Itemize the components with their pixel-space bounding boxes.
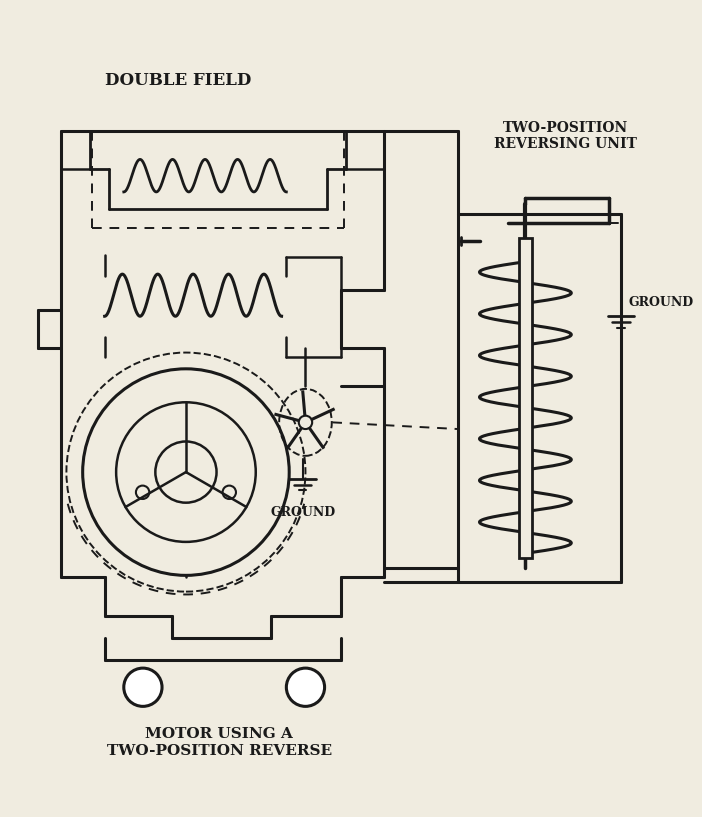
Bar (519, 238, 532, 558)
Text: DOUBLE FIELD: DOUBLE FIELD (105, 72, 251, 88)
Circle shape (286, 668, 324, 707)
Text: GROUND: GROUND (270, 506, 335, 519)
Circle shape (124, 668, 162, 707)
Text: GROUND: GROUND (629, 297, 694, 310)
Text: TWO-POSITION
REVERSING UNIT: TWO-POSITION REVERSING UNIT (494, 121, 637, 151)
Text: MOTOR USING A
TWO-POSITION REVERSE: MOTOR USING A TWO-POSITION REVERSE (107, 727, 332, 757)
